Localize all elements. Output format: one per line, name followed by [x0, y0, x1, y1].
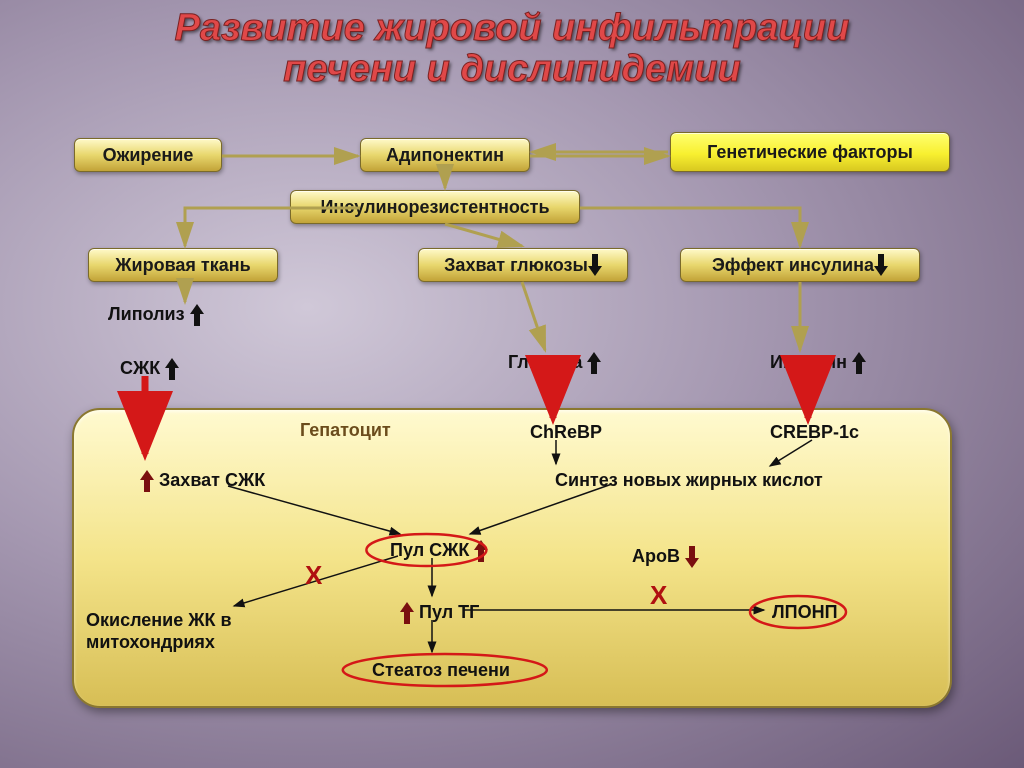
inside-uptake_szk: Захват СЖК	[140, 470, 265, 492]
label-insulin: Инсулин	[770, 352, 866, 374]
label-lipolysis: Липолиз	[108, 304, 204, 326]
inside-synth: Синтез новых жирных кислот	[555, 470, 823, 491]
inside-chrebp: ChReBP	[530, 422, 602, 443]
node-glucose_uptake: Захват глюкозы	[418, 248, 628, 282]
inside-oxid: Окисление ЖК в	[86, 610, 232, 631]
inside-pool_tg: Пул ТГ	[400, 602, 479, 624]
hepatocyte-panel	[72, 408, 952, 708]
inside-apob: ApoB	[632, 546, 699, 568]
label-szk: СЖК	[120, 358, 179, 380]
node-adipose-label: Жировая ткань	[115, 255, 250, 276]
label-glucose: Глюкоза	[508, 352, 601, 374]
node-obesity: Ожирение	[74, 138, 222, 172]
node-adiponectin: Адипонектин	[360, 138, 530, 172]
title-line-1: Развитие жировой инфильтрации	[0, 8, 1024, 49]
node-genetic: Генетические факторы	[670, 132, 950, 172]
node-genetic-label: Генетические факторы	[707, 142, 913, 163]
node-insulin_eff-label: Эффект инсулина	[712, 255, 874, 276]
inside-lponp: ЛПОНП	[772, 602, 838, 623]
inside-steatosis: Стеатоз печени	[372, 660, 510, 681]
node-insulin_eff: Эффект инсулина	[680, 248, 920, 282]
node-obesity-label: Ожирение	[103, 145, 194, 166]
node-adiponectin-label: Адипонектин	[386, 145, 504, 166]
node-glucose_uptake-label: Захват глюкозы	[444, 255, 588, 276]
title-line-2: печени и дислипидемии	[0, 49, 1024, 90]
node-adipose: Жировая ткань	[88, 248, 278, 282]
node-insulinres: Инсулинорезистентность	[290, 190, 580, 224]
inside-oxid2: митохондриях	[86, 632, 215, 653]
node-insulinres-label: Инсулинорезистентность	[320, 197, 549, 218]
hepatocyte-label: Гепатоцит	[300, 420, 391, 441]
inside-pool_szk: Пул СЖК	[390, 540, 488, 562]
inside-crebp1c: CREBP-1c	[770, 422, 859, 443]
